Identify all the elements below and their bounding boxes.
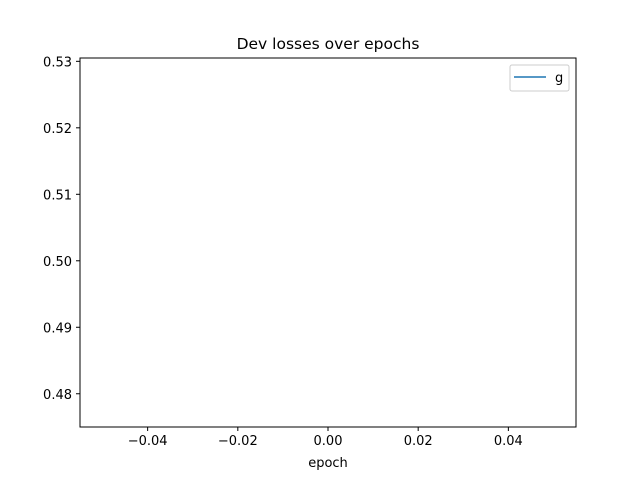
- x-tick-label: 0.00: [314, 434, 343, 449]
- legend-label: g: [555, 71, 563, 86]
- legend-box: [509, 64, 570, 92]
- x-tick-label: −0.04: [128, 434, 168, 449]
- ticks-layer: −0.04 −0.02 0.00 0.02 0.04 0.48 0.49 0.50 0.51 0.…: [43, 55, 523, 449]
- y-tick-label: 0.48: [43, 388, 72, 403]
- legend: g: [509, 64, 570, 92]
- x-tick-label: 0.04: [494, 434, 523, 449]
- x-tick-label: 0.02: [404, 434, 433, 449]
- chart-title: Dev losses over epochs: [237, 35, 420, 53]
- y-tick-label: 0.49: [43, 321, 72, 336]
- y-tick-label: 0.51: [43, 188, 72, 203]
- x-axis-label: epoch: [308, 456, 348, 471]
- y-tick-label: 0.50: [43, 255, 72, 270]
- y-tick-label: 0.52: [43, 122, 72, 137]
- plot-area-frame: [79, 57, 577, 428]
- y-tick-label: 0.53: [43, 55, 72, 70]
- x-tick-label: −0.02: [218, 434, 258, 449]
